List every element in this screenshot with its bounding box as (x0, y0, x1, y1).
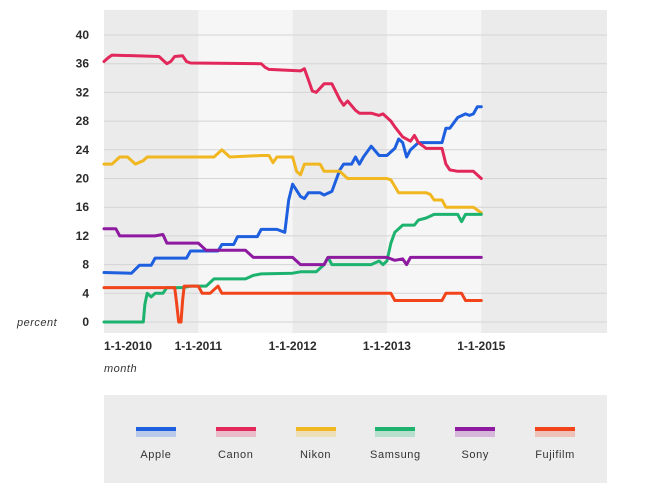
legend-swatch-samsung (375, 427, 416, 437)
x-tick-label-3: 1-1-2013 (363, 339, 411, 353)
x-axis-label: month (104, 363, 137, 375)
series-line-canon (102, 53, 483, 180)
legend-item-samsung[interactable]: Samsung (360, 395, 430, 461)
legend-item-nikon[interactable]: Nikon (281, 395, 351, 461)
series-line-nikon (102, 148, 483, 215)
legend-swatch-apple (135, 427, 176, 437)
shaded-band-2 (481, 10, 607, 333)
legend-item-fujifilm[interactable]: Fujifilm (520, 395, 590, 461)
y-tick-label-28: 28 (76, 114, 90, 128)
legend-swatch-sony (455, 427, 496, 437)
y-tick-label-0: 0 (82, 315, 89, 329)
legend-swatch-sony-tint (455, 431, 496, 437)
legend-swatch-canon-tint (215, 431, 256, 437)
series-lines (102, 53, 483, 324)
legend-swatch-apple-tint (135, 431, 176, 437)
y-tick-label-36: 36 (76, 57, 90, 71)
series-line-samsung (102, 212, 483, 324)
legend-item-canon[interactable]: Canon (201, 395, 271, 461)
legend-label-samsung: Samsung (370, 449, 421, 461)
legend-swatch-fujifilm-tint (535, 431, 576, 437)
y-tick-label-32: 32 (76, 85, 90, 99)
legend-swatch-nikon-bar (295, 427, 336, 431)
legend-swatch-fujifilm-bar (535, 427, 576, 431)
legend-label-fujifilm: Fujifilm (535, 449, 575, 461)
series-line-apple (102, 105, 483, 275)
x-tick-label-0: 1-1-2010 (104, 339, 152, 353)
y-tick-label-16: 16 (76, 200, 90, 214)
legend-label-nikon: Nikon (300, 449, 332, 461)
legend-swatch-apple-bar (135, 427, 176, 431)
legend-item-apple[interactable]: Apple (121, 395, 191, 461)
y-axis-label: percent (16, 317, 58, 329)
series-line-fujifilm (102, 284, 483, 324)
series-line-sony (102, 227, 483, 267)
legend-swatch-nikon-tint (295, 431, 336, 437)
legend-swatch-sony-bar (455, 427, 496, 431)
x-tick-label-2: 1-1-2012 (269, 339, 317, 353)
y-tick-label-20: 20 (76, 172, 90, 186)
x-tick-label-4: 1-1-2015 (457, 339, 505, 353)
y-tick-label-8: 8 (82, 258, 89, 272)
y-tick-label-12: 12 (76, 229, 90, 243)
y-tick-label-40: 40 (76, 28, 90, 42)
legend-swatch-canon (215, 427, 256, 437)
y-tick-label-4: 4 (82, 286, 89, 300)
x-axis: 1-1-2010 1-1-2011 1-1-2012 1-1-2013 1-1-2015 (104, 339, 506, 353)
legend-swatch-samsung-bar (375, 427, 416, 431)
legend-swatch-samsung-tint (375, 431, 416, 437)
x-tick-label-1: 1-1-2011 (175, 339, 223, 353)
legend-label-canon: Canon (218, 449, 254, 461)
y-tick-label-24: 24 (76, 143, 90, 157)
legend-label-apple: Apple (140, 449, 172, 461)
legend-item-sony[interactable]: Sony (440, 395, 510, 461)
legend-swatch-fujifilm (535, 427, 576, 437)
legend-label-sony: Sony (461, 449, 489, 461)
legend: Apple Canon Nikon Samsung (104, 395, 607, 483)
legend-swatch-nikon (295, 427, 336, 437)
legend-swatch-canon-bar (215, 427, 256, 431)
